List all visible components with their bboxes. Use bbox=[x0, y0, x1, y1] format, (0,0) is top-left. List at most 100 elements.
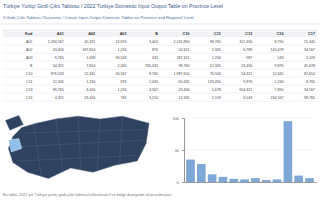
table-cell: C13 bbox=[26, 88, 33, 92]
table-cell: 1,234 bbox=[118, 48, 127, 52]
table-cell: A01 bbox=[26, 40, 32, 44]
table-cell: 187,321 bbox=[176, 56, 189, 60]
table-cell: 45,321 bbox=[84, 40, 95, 44]
table-header-cell: A02 bbox=[88, 32, 95, 36]
bar bbox=[284, 121, 293, 182]
bar bbox=[186, 160, 195, 182]
table-cell: 1,234 bbox=[212, 56, 221, 60]
table-cell: 1,098 bbox=[86, 56, 95, 60]
table-cell: 23,456 bbox=[53, 48, 64, 52]
bar bbox=[197, 164, 206, 182]
table-cell: 1,234 bbox=[118, 88, 127, 92]
table-cell: 2,109 bbox=[212, 96, 221, 100]
bar bbox=[229, 179, 238, 182]
table-cell: 2,345 bbox=[118, 64, 127, 68]
table-row-line bbox=[3, 61, 317, 62]
table-cell: 6,543 bbox=[243, 96, 252, 100]
page-title: Türkiye Yurtiçi Girdi-Çıktı Tablosu / 20… bbox=[3, 3, 223, 9]
table-cell: 12,345 bbox=[178, 96, 189, 100]
table-header-cell: C10 bbox=[182, 32, 189, 36]
table-cell: A02 bbox=[26, 48, 32, 52]
table-cell: 876 bbox=[121, 80, 127, 84]
table-cell: 12,345 bbox=[53, 80, 64, 84]
table-row-line bbox=[3, 85, 317, 86]
table-cell: 312,456 bbox=[239, 40, 252, 44]
table-cell: 145,678 bbox=[271, 48, 284, 52]
y-tick: 0 bbox=[177, 180, 184, 185]
x-axis-line bbox=[185, 182, 317, 183]
table-cell: 34,567 bbox=[304, 88, 315, 92]
table-cell: C11 bbox=[26, 80, 32, 84]
table-cell: A03 bbox=[26, 56, 32, 60]
table-cell: 87,654 bbox=[304, 72, 315, 76]
bar bbox=[273, 179, 282, 182]
y-tick: 50 bbox=[175, 148, 184, 153]
table-cell: 9,876 bbox=[275, 64, 284, 68]
selected-province bbox=[8, 139, 21, 152]
table-cell: 876,543 bbox=[51, 72, 64, 76]
y-tick-mark bbox=[182, 118, 184, 119]
table-cell: 21,345 bbox=[304, 40, 315, 44]
table-cell: 23,456 bbox=[241, 64, 252, 68]
table-cell: 1,234 bbox=[275, 80, 284, 84]
table-cell: 34,567 bbox=[304, 48, 315, 52]
bar bbox=[305, 178, 314, 182]
y-axis-line bbox=[182, 119, 185, 183]
table-cell: C10 bbox=[26, 72, 33, 76]
table-cell: 65,432 bbox=[178, 80, 189, 84]
table-cell: 3,402 bbox=[149, 40, 158, 44]
table-header-cell: Kod bbox=[25, 32, 33, 36]
table-cell: 98,765 bbox=[304, 96, 315, 100]
table-cell: 1,234,567 bbox=[48, 40, 64, 44]
province-border bbox=[78, 116, 81, 169]
table-cell: 98,765 bbox=[53, 88, 64, 92]
separator bbox=[0, 24, 320, 25]
table-cell: 76,543 bbox=[210, 72, 221, 76]
table-cell: 543 bbox=[278, 56, 284, 60]
y-tick-mark bbox=[182, 150, 184, 151]
table-cell: 98,765 bbox=[178, 64, 189, 68]
table-cell: B bbox=[30, 64, 33, 68]
province-border bbox=[56, 119, 63, 172]
table-cell: 12,345 bbox=[273, 72, 284, 76]
bar bbox=[251, 178, 260, 182]
province-border bbox=[97, 119, 100, 171]
table-cell: 1,234 bbox=[86, 80, 95, 84]
y-axis: 0 50 100 bbox=[172, 116, 184, 185]
province-border bbox=[22, 130, 148, 134]
y-tick-mark bbox=[182, 182, 184, 183]
bar bbox=[208, 174, 217, 182]
y-tick-label: 0 bbox=[177, 180, 180, 185]
table-cell: 4,321 bbox=[55, 96, 64, 100]
table-cell: 7,654 bbox=[86, 64, 95, 68]
table-cell: 2,109 bbox=[306, 56, 315, 60]
bar bbox=[262, 180, 271, 182]
table-cell: 12,345 bbox=[210, 64, 221, 68]
table-cell: 12,876 bbox=[116, 40, 127, 44]
table-cell: 7,890 bbox=[275, 88, 284, 92]
table-header-cell: A01 bbox=[57, 32, 64, 36]
table-header-cell: C17 bbox=[308, 32, 315, 36]
table-row-line bbox=[3, 101, 317, 102]
table-cell: 54,321 bbox=[53, 64, 64, 68]
bar-chart: 0 50 100 bbox=[172, 116, 316, 185]
table-cell: 187,654 bbox=[82, 48, 95, 52]
table-cell: 654,321 bbox=[239, 88, 252, 92]
table-row-line bbox=[3, 45, 317, 46]
bar bbox=[294, 176, 303, 182]
table-row-line bbox=[3, 69, 317, 70]
table-cell: 1,987,654 bbox=[173, 72, 189, 76]
table-header-cell: C13 bbox=[245, 32, 252, 36]
table-cell: 23,456 bbox=[84, 96, 95, 100]
page-subtitle: İl Girdi-Çıktı Tablosu Oluşturma / Creat… bbox=[3, 15, 194, 20]
table-row-line bbox=[3, 53, 317, 54]
table-cell: 98,765 bbox=[210, 40, 221, 44]
bars bbox=[186, 121, 314, 182]
bar bbox=[240, 179, 249, 182]
y-tick: 100 bbox=[172, 116, 184, 121]
table-cell: 12,345 bbox=[84, 72, 95, 76]
bar bbox=[219, 177, 228, 182]
province-border bbox=[119, 116, 122, 165]
y-tick-label: 50 bbox=[175, 148, 180, 153]
table-cell: 8,765 bbox=[149, 72, 158, 76]
